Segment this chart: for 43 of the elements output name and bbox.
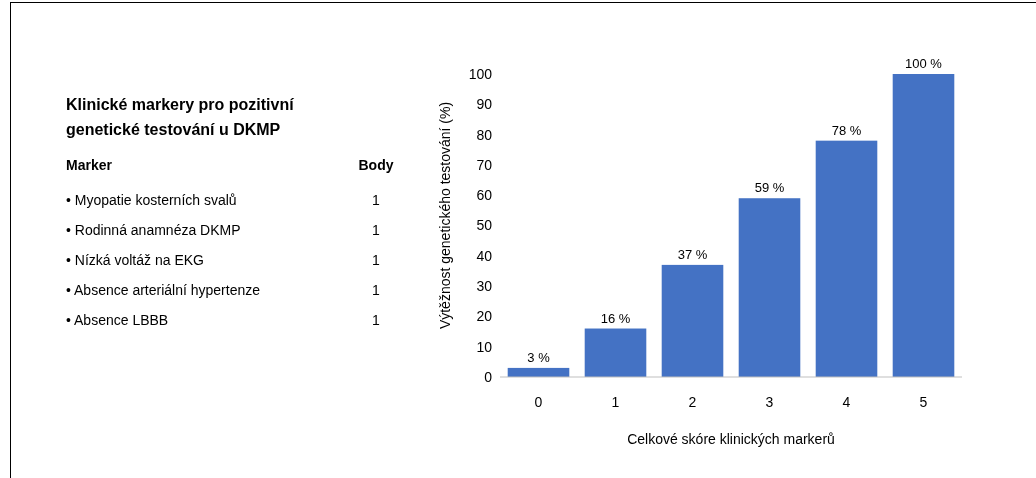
y-tick-label: 30: [476, 278, 493, 294]
x-tick-label: 0: [534, 394, 543, 410]
bar: [738, 198, 801, 377]
bar: [584, 328, 647, 377]
y-tick-label: 80: [476, 126, 493, 143]
bar: [815, 140, 878, 377]
text: Klinické markery pro pozitivní genetické testování u DKMP: [66, 96, 295, 138]
data-label: 100 %: [905, 56, 943, 71]
category-label: • Absence LBBB: [66, 312, 169, 328]
category-label: • Rodinná anamnéza DKMP: [66, 222, 241, 238]
category-label: • Nízká voltáž na EKG: [66, 252, 204, 268]
y-tick-label: 70: [476, 156, 493, 173]
y-tick-label: 90: [476, 96, 493, 113]
y-tick-label: 10: [476, 338, 493, 355]
data-label: 37 %: [677, 246, 708, 262]
data-label: 16 %: [600, 310, 631, 326]
data-label: 1: [372, 312, 381, 328]
x-tick-label: 4: [842, 394, 851, 410]
x-tick-label: 2: [688, 394, 697, 410]
data-label: 1: [372, 252, 381, 268]
text: Marker: [66, 157, 113, 173]
category-label: • Myopatie kosterních svalů: [66, 192, 237, 208]
x-tick-label: 5: [919, 394, 928, 410]
data-label: 1: [372, 192, 381, 208]
x-axis-title: Celkové skóre klinických markerů: [627, 431, 835, 447]
bar: [892, 74, 955, 377]
y-tick-label: 40: [476, 247, 493, 264]
category-label: • Absence arteriální hypertenze: [66, 282, 261, 298]
data-label: 78 %: [831, 122, 862, 138]
x-tick-label: 1: [611, 394, 620, 410]
y-tick-label: 100: [468, 65, 493, 82]
data-label: 3 %: [527, 349, 551, 365]
y-tick-label: 60: [476, 187, 493, 204]
y-tick-label: 20: [476, 308, 493, 325]
data-label: 59 %: [754, 180, 785, 196]
y-axis-title: Výtěžnost genetického testování (%): [437, 101, 453, 330]
y-tick-label: 50: [476, 217, 493, 234]
data-label: 1: [372, 282, 381, 298]
data-label: 1: [372, 222, 381, 238]
bar: [661, 264, 724, 377]
text: Body: [358, 157, 394, 173]
y-tick-label: 0: [484, 368, 493, 385]
x-tick-label: 3: [765, 394, 774, 410]
